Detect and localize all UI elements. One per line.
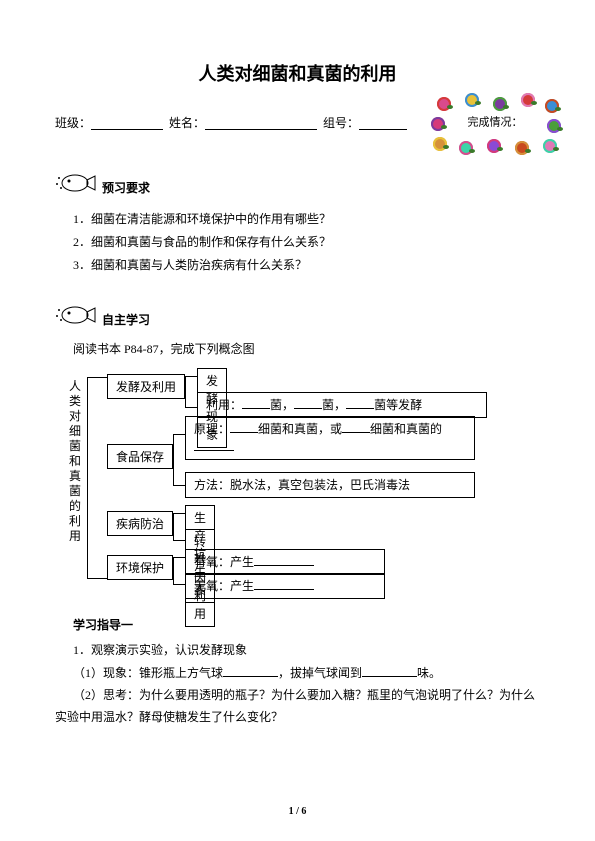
question-2: 2．细菌和真菌与食品的制作和保存有什么关系？ [73, 231, 540, 254]
branch-2-label: 食品保存 [107, 444, 173, 469]
b2-s1-b: 细菌和真菌的 [370, 422, 442, 436]
completion-stamp: 完成情况： [435, 95, 555, 150]
b1-s2: 利用： 菌， 菌， 菌等发酵 [197, 392, 487, 418]
selfstudy-section-header: 自主学习 [55, 298, 540, 328]
concept-root-label: 人类对细菌和真菌的利用 [69, 379, 83, 544]
b2-s1: 原理： 细菌和真菌，或 细菌和真菌的 [185, 416, 475, 460]
sub-bracket-1 [185, 376, 197, 408]
preview-questions: 1．细菌在清洁能源和环境保护中的作用有哪些？ 2．细菌和真菌与食品的制作和保存有… [55, 208, 540, 276]
preview-label: 预习要求 [102, 179, 150, 196]
name-input-line[interactable] [205, 116, 317, 130]
g2a: （1）现象：锥形瓶上方气球 [73, 666, 223, 680]
fish-icon [55, 166, 100, 196]
selfstudy-instruction: 阅读书本 P84-87，完成下列概念图 [55, 340, 540, 357]
concept-map: 人类对细菌和真菌的利用 发酵及利用 发酵现象 利用：菌，菌，菌等发酵 食品保存 … [55, 371, 540, 591]
branch-3-label: 疾病防治 [107, 511, 173, 536]
blank[interactable] [242, 397, 270, 409]
g2c: 味。 [417, 666, 441, 680]
group-label: 组号： [323, 114, 359, 131]
question-3: 3．细菌和真菌与人类防治疾病有什么关系？ [73, 254, 540, 277]
study-guide: 学习指导一 1．观察演示实验，认识发酵现象 （1）现象：锥形瓶上方气球 ，拔掉气球… [55, 616, 540, 728]
preview-section-header: 预习要求 [55, 166, 540, 196]
b4-s2: 无氧：产生 [185, 573, 385, 599]
branch-environment: 环境保护 有氧：产生 无氧：产生 [107, 555, 173, 580]
b1-s2-pre: 利用： [206, 398, 242, 412]
blank[interactable] [194, 439, 234, 451]
question-1: 1．细菌在清洁能源和环境保护中的作用有哪些？ [73, 208, 540, 231]
guide-line-3: （2）思考：为什么要用透明的瓶子？为什么要加入糖？瓶里的气泡说明了什么？为什么 [55, 684, 540, 706]
branch-disease: 疾病防治 生产抗生素 转基因利用 [107, 511, 173, 536]
b1-s2-b: 菌， [322, 398, 346, 412]
page-title: 人类对细菌和真菌的利用 [55, 60, 540, 86]
g2b: ，拔掉气球闻到 [278, 666, 362, 680]
b2-s1-pre: 原理： [194, 422, 230, 436]
main-bracket [87, 377, 107, 579]
blank[interactable] [294, 397, 322, 409]
blank[interactable] [223, 665, 278, 677]
sub-bracket-4 [173, 557, 185, 585]
guide-title: 学习指导一 [55, 616, 540, 633]
b1-s2-a: 菌， [270, 398, 294, 412]
guide-line-2: （1）现象：锥形瓶上方气球 ，拔掉气球闻到 味。 [55, 662, 540, 684]
branch-fermentation: 发酵及利用 发酵现象 利用：菌，菌，菌等发酵 [107, 374, 185, 399]
page-number: 1 / 6 [289, 806, 307, 817]
class-label: 班级： [55, 114, 91, 131]
guide-line-1: 1．观察演示实验，认识发酵现象 [55, 639, 540, 661]
branch-4-label: 环境保护 [107, 555, 173, 580]
b4-s1-text: 有氧：产生 [194, 555, 254, 569]
branch-1-label: 发酵及利用 [107, 374, 185, 399]
name-label: 姓名： [169, 114, 205, 131]
sub-bracket-2 [173, 434, 185, 486]
stamp-text: 完成情况： [468, 113, 523, 129]
b4-s2-text: 无氧：产生 [194, 579, 254, 593]
b2-s1-a: 细菌和真菌，或 [258, 422, 342, 436]
branch-food: 食品保存 原理：细菌和真菌，或细菌和真菌的 方法：脱水法，真空包装法，巴氏消毒法 [107, 444, 173, 469]
blank[interactable] [342, 421, 370, 433]
sub-bracket-3 [173, 513, 185, 541]
blank[interactable] [230, 421, 258, 433]
blank[interactable] [254, 578, 314, 590]
blank[interactable] [362, 665, 417, 677]
blank[interactable] [254, 554, 314, 566]
selfstudy-label: 自主学习 [102, 311, 150, 328]
b4-s1: 有氧：产生 [185, 549, 385, 575]
blank[interactable] [346, 397, 374, 409]
guide-line-4: 实验中用温水？酵母使糖发生了什么变化？ [55, 706, 540, 728]
class-input-line[interactable] [91, 116, 163, 130]
fish-icon [55, 298, 100, 328]
b1-s2-c: 菌等发酵 [374, 398, 422, 412]
group-input-line[interactable] [359, 116, 407, 130]
b2-s2: 方法：脱水法，真空包装法，巴氏消毒法 [185, 472, 475, 498]
